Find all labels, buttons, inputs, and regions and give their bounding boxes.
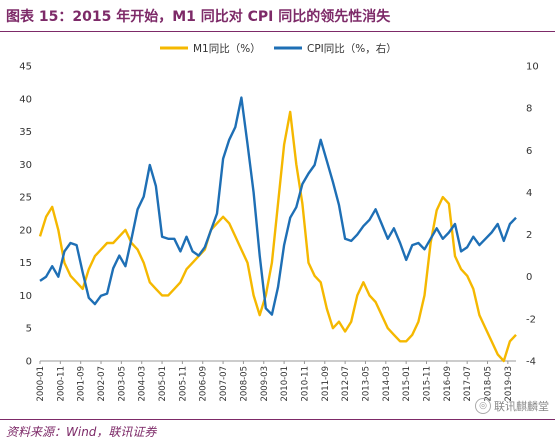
left-tick-label: 35 xyxy=(19,127,32,138)
footer-divider xyxy=(0,419,555,420)
x-tick-label: 2007-07 xyxy=(219,366,229,402)
right-axis: -4 -2 0 2 4 6 8 10 xyxy=(526,62,539,368)
x-tick-label: 2002-07 xyxy=(97,366,107,402)
right-tick-label: 10 xyxy=(526,62,539,73)
left-axis: 0 5 10 15 20 25 30 35 40 45 xyxy=(19,62,32,368)
wechat-icon: ◎ xyxy=(475,398,491,414)
m1-series-line xyxy=(38,110,517,363)
watermark-text: 联讯麒麟堂 xyxy=(494,400,549,413)
x-tick-label: 2011-09 xyxy=(321,366,331,402)
legend: M1同比（%） CPI同比（%，右） xyxy=(160,42,397,55)
left-tick-label: 25 xyxy=(19,193,32,204)
x-tick-label: 2013-05 xyxy=(361,366,371,402)
left-tick-label: 15 xyxy=(19,258,32,269)
x-tick-label: 2006-09 xyxy=(199,366,209,402)
chart-title: 图表 15：2015 年开始，M1 同比对 CPI 同比的领先性消失 xyxy=(6,9,391,25)
x-axis: 2000-01 2000-11 2001-09 2002-07 2003-05 2004-… xyxy=(36,360,516,402)
x-tick-label: 2015-11 xyxy=(422,366,432,402)
right-tick-label: 2 xyxy=(526,230,532,241)
title-divider xyxy=(0,31,555,32)
left-tick-label: 45 xyxy=(19,62,32,73)
x-tick-label: 2012-07 xyxy=(341,366,351,402)
right-tick-label: 8 xyxy=(526,104,532,115)
plot-lines xyxy=(38,96,517,363)
left-tick-label: 0 xyxy=(26,357,32,368)
x-tick-label: 2003-05 xyxy=(117,366,127,402)
x-tick-label: 2016-09 xyxy=(443,366,453,402)
right-tick-label: 4 xyxy=(526,188,532,199)
watermark: ◎ 联讯麒麟堂 xyxy=(475,398,549,414)
x-tick-label: 2010-01 xyxy=(280,366,290,402)
x-tick-label: 2019-03 xyxy=(504,366,514,402)
x-tick-label: 2017-07 xyxy=(463,366,473,402)
x-tick-label: 2014-03 xyxy=(382,366,392,402)
x-tick-label: 2000-11 xyxy=(56,366,66,402)
left-tick-label: 30 xyxy=(19,160,32,171)
x-tick-label: 2018-05 xyxy=(484,366,494,402)
x-tick-label: 2010-11 xyxy=(300,366,310,402)
right-tick-label: 0 xyxy=(526,272,532,283)
source-note: 资料来源：Wind，联讯证券 xyxy=(6,425,157,439)
x-tick-label: 2008-05 xyxy=(239,366,249,402)
right-tick-label: -2 xyxy=(526,314,536,325)
x-tick-label: 2009-03 xyxy=(260,366,270,402)
x-tick-label: 2004-03 xyxy=(138,366,148,402)
right-tick-label: 6 xyxy=(526,146,532,157)
x-tick-label: 2001-09 xyxy=(77,366,87,402)
left-tick-label: 40 xyxy=(19,94,32,105)
x-tick-label: 2015-01 xyxy=(402,366,412,402)
left-tick-label: 10 xyxy=(19,291,32,302)
legend-label: M1同比（%） xyxy=(193,42,261,55)
left-tick-label: 20 xyxy=(19,225,32,236)
x-tick-label: 2000-01 xyxy=(36,366,46,402)
right-tick-label: -4 xyxy=(526,357,536,368)
left-tick-label: 5 xyxy=(26,324,32,335)
cpi-series-line xyxy=(39,96,517,316)
x-tick-label: 2005-11 xyxy=(178,366,188,402)
x-tick-label: 2005-01 xyxy=(158,366,168,402)
legend-label: CPI同比（%，右） xyxy=(307,42,397,55)
